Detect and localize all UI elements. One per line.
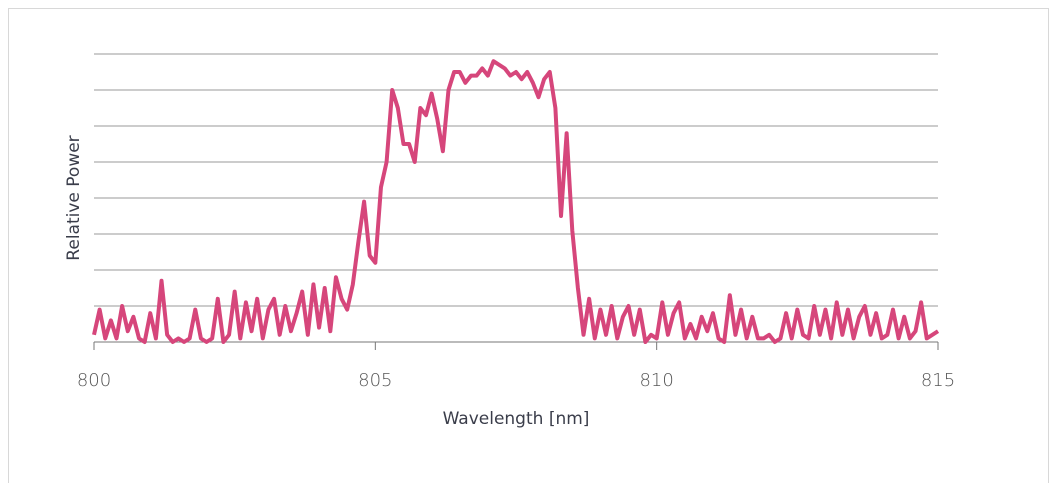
- y-axis-label: Relative Power: [64, 135, 84, 260]
- x-axis-label: Wavelength [nm]: [443, 409, 590, 429]
- series-line: [92, 59, 940, 344]
- x-tick-label: 800: [77, 370, 111, 391]
- x-tick-label: 810: [639, 370, 673, 391]
- x-tick-label: 815: [921, 370, 955, 391]
- frame: [8, 8, 1049, 483]
- x-tick-label: 805: [358, 370, 392, 391]
